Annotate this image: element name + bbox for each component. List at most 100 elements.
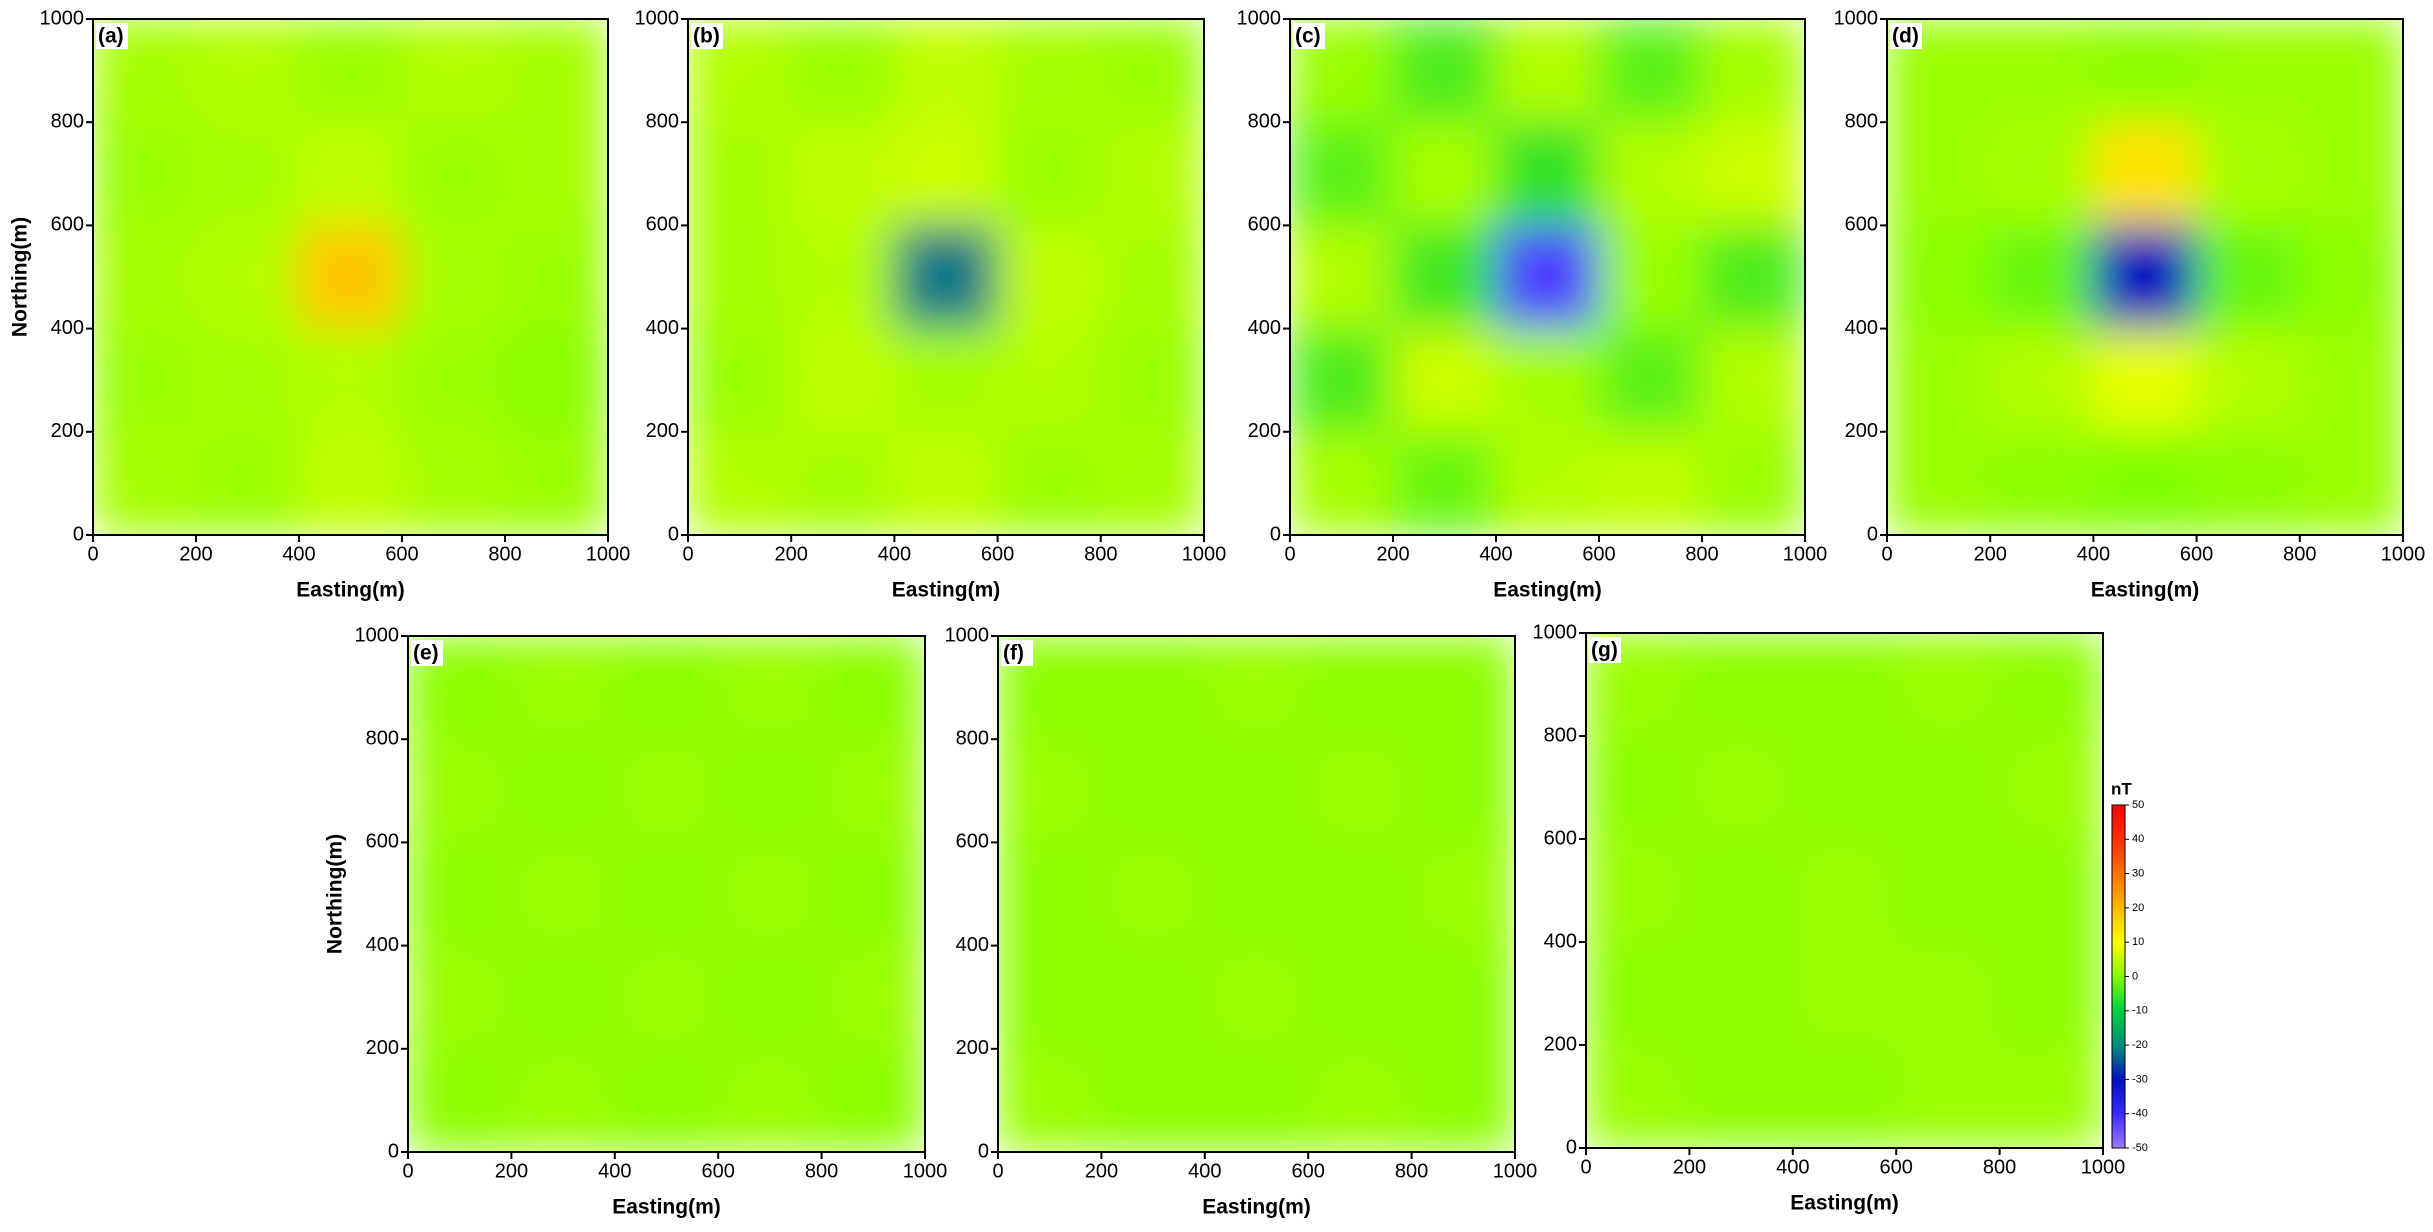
cell [821,1048,925,1152]
x-tick-label: 800 [2283,543,2316,565]
y-tick-label: 800 [646,110,679,132]
cell [790,224,895,330]
y-tick-label: 200 [51,420,84,442]
colorbar-tick-label: -40 [2132,1108,2148,1120]
y-tick-label: 600 [956,831,989,853]
heatmap [1586,633,2103,1148]
cell [717,1048,823,1152]
panel-label: (e) [413,642,439,665]
colorbar-tick-label: -10 [2132,1005,2148,1017]
panel: 0 200 400 600 800 1000 0 200 400 600 800 1000 Eastin… [1834,7,2426,601]
cell [1290,431,1394,535]
x-tick-label: 400 [1188,1160,1221,1182]
cell [1701,19,1805,123]
x-tick-label: 1000 [1182,543,1227,565]
cell [1495,224,1600,330]
cell [1100,121,1204,226]
cell [1100,1048,1206,1152]
cell [2092,19,2198,123]
x-tick-label: 600 [385,543,418,565]
cell [1887,328,1991,433]
cell [893,431,999,535]
y-tick-label: 600 [1248,214,1281,236]
colorbar-tick-label: 0 [2132,970,2138,982]
cell [504,121,608,226]
panel: 0 200 400 600 800 1000 0 200 400 600 800 1000 Eastin… [1237,7,1828,601]
x-tick-label: 0 [1284,543,1295,565]
colorbar [2111,804,2126,1149]
cell [688,121,792,226]
cell [790,328,895,433]
cell [893,328,999,433]
cell [688,328,792,433]
cell [1887,121,1991,226]
cell [997,328,1102,433]
y-tick-label: 800 [956,727,989,749]
cell [614,738,719,843]
cell [1307,945,1413,1050]
x-tick-label: 400 [1776,1156,1809,1178]
x-tick-label: 600 [702,1160,735,1182]
cell [401,121,506,226]
heatmap [93,19,608,535]
cell [2299,328,2403,433]
y-tick-label: 200 [366,1037,399,1059]
cell [510,738,616,843]
cell [1989,121,2094,226]
cell [1411,738,1515,843]
cell [1895,735,2001,840]
y-tick-label: 0 [73,523,84,545]
cell [195,431,300,535]
x-tick-label: 200 [1673,1156,1706,1178]
cell [408,738,512,843]
cell [2196,328,2301,433]
cell [1792,633,1897,737]
x-axis-title: Easting(m) [296,579,405,602]
cell [2092,224,2198,330]
cell [2299,431,2403,535]
cell [2299,121,2403,226]
panel-label: (f) [1003,642,1024,665]
cell [408,841,512,947]
cell [1701,224,1805,330]
y-tick-label: 1000 [1834,7,1879,29]
cell [997,19,1102,123]
y-tick-label: 1000 [635,7,680,29]
cell [1204,636,1309,740]
cell [717,841,823,947]
cell [1411,1048,1515,1152]
cell [998,1048,1102,1152]
cell [2196,19,2301,123]
y-axis-title: Northing(m) [9,217,32,337]
panel-label-bg [1589,637,1621,663]
cell [1392,431,1497,535]
x-tick-label: 800 [805,1160,838,1182]
y-axis-title: Northing(m) [324,834,347,954]
plot-area [998,636,1515,1152]
panel: 0 200 400 600 800 1000 0 200 400 600 800 1000 Eastin… [324,624,948,1218]
cell [1701,431,1805,535]
cell [717,945,823,1050]
y-tick-label: 600 [646,214,679,236]
panel-label-bg [1890,23,1922,49]
x-tick-label: 600 [1880,1156,1913,1178]
cell [1895,1044,2001,1148]
cell [1307,738,1413,843]
panel: 0 200 400 600 800 1000 0 200 400 600 800 1000 Eastin… [635,7,1227,601]
cell [401,431,506,535]
x-axis-title: Easting(m) [1493,579,1602,602]
y-tick-label: 200 [1544,1033,1577,1055]
y-tick-label: 600 [1845,214,1878,236]
cell [298,121,403,226]
x-tick-label: 1000 [2081,1156,2126,1178]
cell [504,431,608,535]
cell [1792,941,1897,1046]
panel-label: (a) [98,25,124,48]
x-tick-label: 800 [1395,1160,1428,1182]
heatmap [1887,19,2403,535]
cell [1792,735,1897,840]
y-tick-label: 400 [1248,317,1281,339]
cell [298,224,403,330]
x-tick-label: 800 [1983,1156,2016,1178]
